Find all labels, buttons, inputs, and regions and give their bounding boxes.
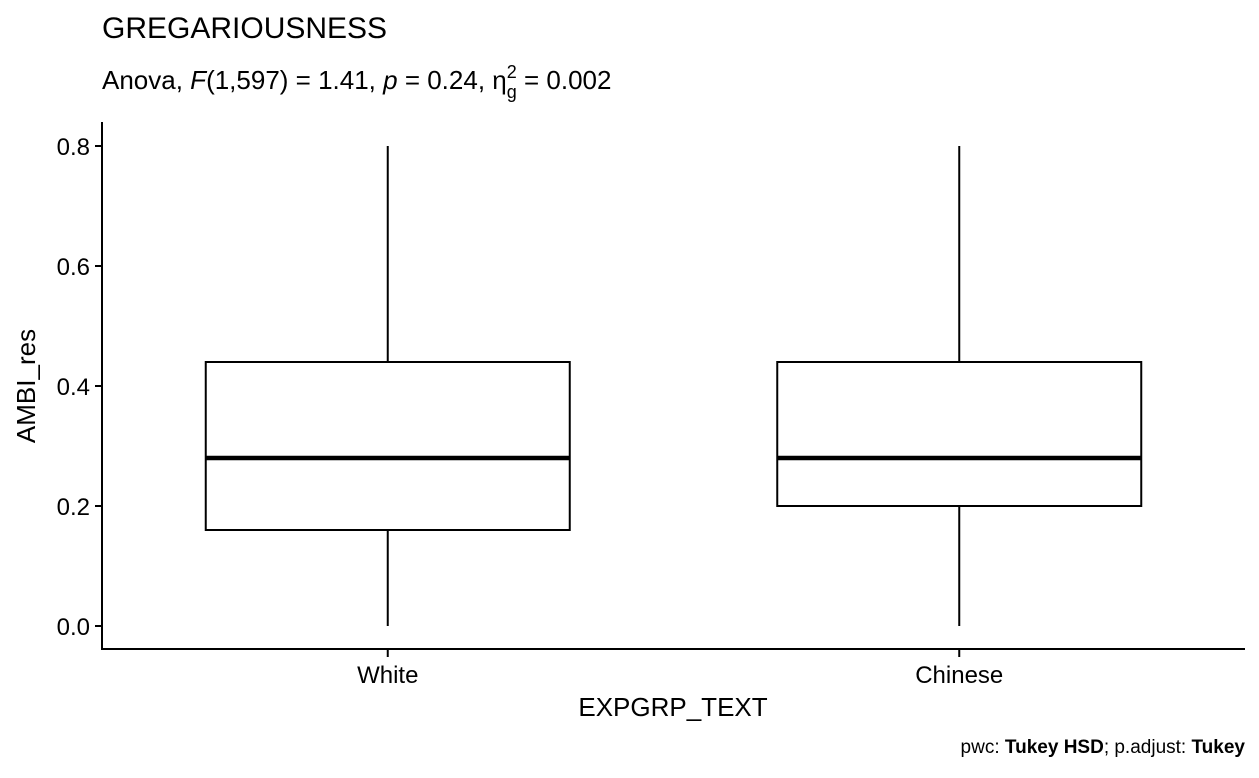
caption-adjust-value: Tukey xyxy=(1191,737,1245,758)
subtitle-stat-symbol: F xyxy=(190,65,208,95)
box-rect xyxy=(204,361,571,531)
y-tick-label: 0.6 xyxy=(57,254,90,281)
subtitle-effect-symbol: η xyxy=(492,65,506,95)
y-ticks: 0.0 0.2 0.4 0.6 0.8 xyxy=(57,134,102,641)
subtitle-prefix: Anova, xyxy=(102,65,190,95)
chart-title: GREGARIOUSNESS xyxy=(102,12,387,45)
caption-pwc-label: pwc: xyxy=(961,737,1005,758)
y-axis-title: AMBI_res xyxy=(11,329,41,443)
y-tick-label: 0.0 xyxy=(57,614,90,641)
subtitle-df: (1,597) = 1.41, xyxy=(206,65,383,95)
x-tick-label: Chinese xyxy=(915,662,1003,689)
box-plots xyxy=(204,146,1143,626)
subtitle-effect-sub: g xyxy=(507,82,517,102)
chart-caption: pwc: Tukey HSD; p.adjust: Tukey xyxy=(961,737,1246,758)
caption-pwc-value: Tukey HSD xyxy=(1005,737,1104,758)
box-chinese xyxy=(776,146,1143,626)
subtitle-p-value: = 0.24, xyxy=(398,65,493,95)
y-tick-label: 0.4 xyxy=(57,374,90,401)
x-axis-title: EXPGRP_TEXT xyxy=(578,692,767,722)
subtitle-effect-value: = 0.002 xyxy=(517,65,612,95)
subtitle-p-symbol: p xyxy=(382,65,397,95)
y-tick-label: 0.2 xyxy=(57,494,90,521)
box-rect xyxy=(776,361,1143,507)
caption-sep: ; p.adjust: xyxy=(1104,737,1192,758)
x-ticks: White Chinese xyxy=(357,650,1003,689)
x-tick-label: White xyxy=(357,662,418,689)
box-white xyxy=(204,146,571,626)
y-tick-label: 0.8 xyxy=(57,134,90,161)
subtitle-effect-sup: 2 xyxy=(507,62,517,82)
chart-subtitle: Anova, F(1,597) = 1.41, p = 0.24, η2 g = … xyxy=(102,62,611,102)
